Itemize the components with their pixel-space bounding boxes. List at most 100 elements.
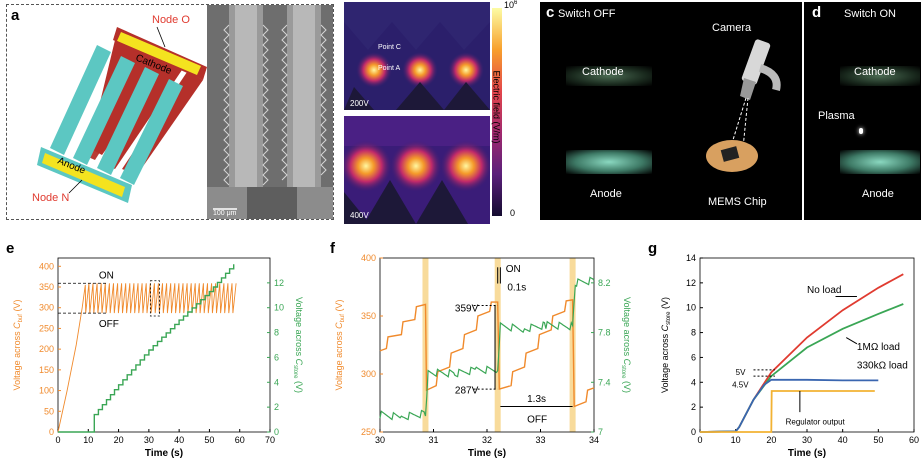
y-tick-label-left: 150 xyxy=(39,365,54,375)
voltage-200-label: 200V xyxy=(350,99,369,108)
x-tick-label: 33 xyxy=(535,435,545,445)
series-cbuf-line xyxy=(379,298,595,408)
y-tick-label: 6 xyxy=(691,352,696,362)
x-tick-label: 10 xyxy=(83,435,93,445)
cathode-label-c: Cathode xyxy=(582,66,624,78)
zoom-box xyxy=(149,280,160,317)
camera-label: Camera xyxy=(712,22,752,34)
y-tick-label-right: 12 xyxy=(274,278,284,288)
switch-off-title: Switch OFF xyxy=(558,8,616,20)
chart-g: 0 10 20 30 40 50 60 0 2 4 6 8 10 12 14 Time (s) Voltage … xyxy=(660,253,919,459)
x-tick-label: 0 xyxy=(697,435,702,445)
off-annotation: OFF xyxy=(99,319,119,330)
x-tick-label: 30 xyxy=(802,435,812,445)
x-tick-label: 20 xyxy=(114,435,124,445)
mems-schematic: Cathode Anode Node O Node N xyxy=(32,14,207,204)
y-tick-label-left: 250 xyxy=(361,427,376,437)
series-label-1m: 1MΩ load xyxy=(857,342,900,353)
x-axis-label: Time (s) xyxy=(788,448,826,459)
x-tick-label: 60 xyxy=(235,435,245,445)
regulator-annotation: Regulator output xyxy=(786,418,846,427)
switch-on-band xyxy=(494,258,501,432)
y-tick-label: 4 xyxy=(691,377,696,387)
series-cstore-line xyxy=(58,264,235,433)
y-tick-label-left: 350 xyxy=(361,311,376,321)
x-tick-label: 40 xyxy=(174,435,184,445)
on-duration-annotation: 0.1s xyxy=(507,282,526,293)
y-tick-label-right: 7.4 xyxy=(598,377,611,387)
y-tick-label: 8 xyxy=(691,328,696,338)
node-n-label: Node N xyxy=(32,192,69,204)
colorbar xyxy=(492,8,502,216)
anode-glow-d xyxy=(840,150,920,174)
panel-a: a Cathode Anode Node O Node N xyxy=(6,4,334,220)
x-tick-label: 0 xyxy=(55,435,60,445)
scalebar-label: 100 μm xyxy=(213,210,237,217)
y-tick-label-left: 350 xyxy=(39,282,54,292)
sem-image: 100 μm xyxy=(207,5,333,219)
y-axis-label-left: Voltage across Cbuf (V) xyxy=(12,300,24,391)
x-tick-label: 10 xyxy=(731,435,741,445)
x-tick-label: 34 xyxy=(589,435,599,445)
anode-label-d: Anode xyxy=(862,188,894,200)
y-tick-label-left: 250 xyxy=(39,323,54,333)
panel-label-f: f xyxy=(330,240,335,257)
y-tick-label-right: 6 xyxy=(274,352,279,362)
v5-annotation: 5V xyxy=(736,368,746,377)
y-tick-label-right: 4 xyxy=(274,377,279,387)
series-line xyxy=(699,273,904,433)
voltage-400-label: 400V xyxy=(350,211,369,220)
cathode-glow xyxy=(566,66,652,86)
y-tick-label: 2 xyxy=(691,402,696,412)
series-label-no-load: No load xyxy=(807,285,841,296)
plasma-spot xyxy=(859,128,863,134)
y-tick-label-left: 300 xyxy=(39,303,54,313)
series-label-330k: 330kΩ load xyxy=(857,361,908,372)
v45-annotation: 4.5V xyxy=(732,380,749,389)
charts-svg: 0 10 20 30 40 50 60 700501001502002503003504000… xyxy=(12,253,919,459)
x-tick-label: 60 xyxy=(909,435,919,445)
y-tick-label-left: 100 xyxy=(39,386,54,396)
series-line xyxy=(700,390,875,433)
x-tick-label: 70 xyxy=(265,435,275,445)
v-low-annotation: 287V xyxy=(455,386,479,397)
anode-glow xyxy=(566,150,652,174)
y-tick-label-left: 400 xyxy=(39,261,54,271)
on-annotation: ON xyxy=(99,270,114,281)
x-tick-label: 50 xyxy=(873,435,883,445)
label-arrow xyxy=(845,337,858,345)
y-tick-label: 10 xyxy=(686,303,696,313)
cathode-label-d: Cathode xyxy=(854,66,896,78)
anode-label-c: Anode xyxy=(590,188,622,200)
chart-f: 30 31 32 33 34 250 300 350 400 7 7.4 7.8 8.2 Time (s)… xyxy=(334,253,632,459)
x-tick-label: 30 xyxy=(144,435,154,445)
y-tick-label-right: 10 xyxy=(274,303,284,313)
panel-label-e: e xyxy=(6,240,15,257)
y-tick-label-left: 400 xyxy=(361,253,376,263)
panel-label-d: d xyxy=(812,4,822,21)
panel-c: c Switch OFF Cathode Anode Camera MEMS C… xyxy=(540,2,802,220)
panel-label-a: a xyxy=(11,7,20,24)
x-axis-label: Time (s) xyxy=(468,448,506,459)
y-tick-label: 0 xyxy=(691,427,696,437)
y-tick-label-left: 50 xyxy=(44,406,54,416)
x-tick-label: 30 xyxy=(375,435,385,445)
series-cbuf-line xyxy=(57,283,237,433)
x-tick-label: 31 xyxy=(428,435,438,445)
y-tick-label-left: 200 xyxy=(39,344,54,354)
off-duration-annotation: 1.3s xyxy=(527,394,546,405)
point-a-label: Point A xyxy=(378,65,401,72)
x-tick-label: 50 xyxy=(204,435,214,445)
y-tick-label-right: 8 xyxy=(274,328,279,338)
switch-on-title: Switch ON xyxy=(844,8,896,20)
plot-frame xyxy=(379,257,595,433)
y-tick-label: 12 xyxy=(686,278,696,288)
off-annotation: OFF xyxy=(527,415,547,426)
y-axis-label-right: Voltage across Cstore (V) xyxy=(620,297,632,393)
anode-electrode xyxy=(37,45,183,203)
field-maps: Point C Point A 200V 400V xyxy=(344,2,490,224)
y-tick-label-right: 7 xyxy=(598,427,603,437)
plot-frame xyxy=(57,257,271,433)
x-tick-label: 20 xyxy=(766,435,776,445)
y-axis-label: Voltage across Cstore (V) xyxy=(660,297,672,393)
